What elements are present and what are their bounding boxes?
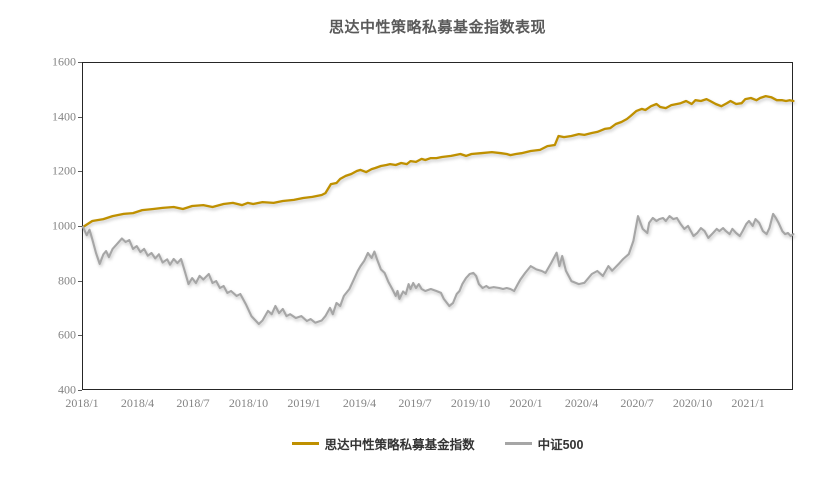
y-tick-mark [78,226,82,227]
x-tick-label: 2020/7 [620,396,654,410]
x-tick-label: 2020/4 [564,396,599,410]
y-tick-mark [78,280,82,282]
y-tick-label: 800 [58,273,76,288]
x-tick-label: 2021/1 [731,396,765,410]
legend-line-sida-icon [291,442,319,445]
legend: 思达中性策略私募基金指数 中证500 [82,434,793,453]
x-tick-label: 2018/10 [228,396,269,410]
y-tick-label: 600 [58,327,76,342]
legend-item-sida: 思达中性策略私募基金指数 [291,434,475,453]
x-tick-label: 2020/10 [672,396,713,410]
legend-label-sida: 思达中性策略私募基金指数 [324,438,475,452]
chart-title: 思达中性策略私募基金指数表现 [328,19,546,36]
plot-area [81,62,795,390]
y-tick-mark [78,171,82,173]
x-tick-label: 2019/7 [398,396,432,410]
series-line-sida [81,94,795,229]
y-tick-mark [78,390,82,391]
y-tick-label: 1200 [52,163,76,178]
y-tick-label: 1600 [52,54,76,69]
x-tick-label: 2018/7 [176,396,210,410]
x-tick-label: 2018/4 [120,396,155,410]
x-tick-label: 2019/1 [287,396,321,410]
legend-line-csi500-icon [504,442,532,445]
y-tick-label: 1000 [52,218,76,233]
line-chart [81,94,795,326]
x-tick-label: 2020/1 [509,396,543,410]
x-tick-label: 2018/1 [65,396,99,410]
x-tick-label: 2019/4 [342,396,377,410]
y-tick-mark [78,335,82,337]
y-tick-label: 400 [58,382,76,397]
series-line-csi500 [81,212,795,326]
y-tick-label: 1400 [52,109,76,124]
legend-label-csi500: 中证500 [537,438,584,452]
y-tick-mark [78,62,82,63]
y-tick-mark [78,116,82,118]
legend-item-csi500: 中证500 [504,434,584,453]
x-tick-label: 2019/10 [450,396,491,410]
